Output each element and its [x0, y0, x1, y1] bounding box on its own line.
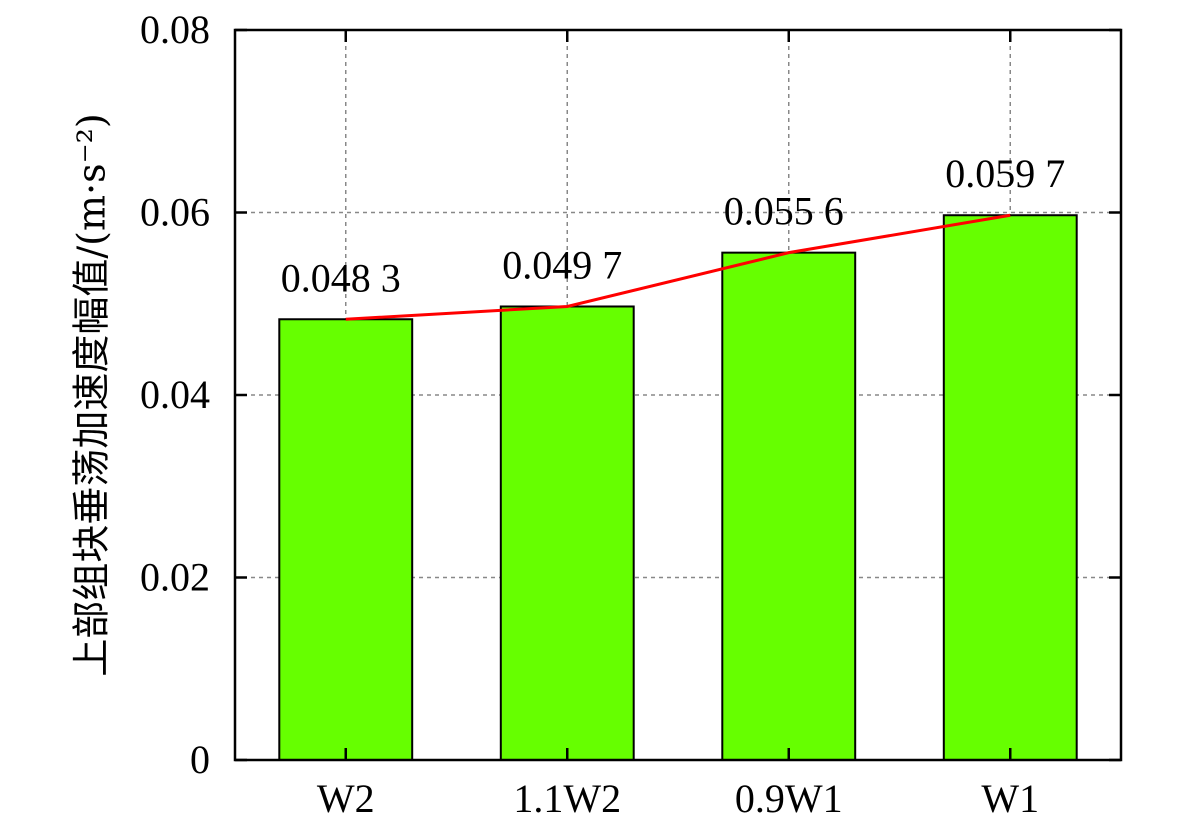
y-tick-label: 0.06: [140, 190, 210, 235]
x-axis-ticks: W2 1.1W2 0.9W1 W1: [317, 30, 1039, 821]
y-tick-label: 0: [190, 737, 210, 782]
y-tick-label: 0.08: [140, 7, 210, 52]
x-tick-label-1.1W2: 1.1W2: [513, 776, 621, 821]
bar-0.9W1: [721, 251, 857, 761]
x-tick-label-W1: W1: [981, 776, 1039, 821]
data-label-0.9W1: 0.055 6: [724, 189, 844, 234]
data-label-W1: 0.059 7: [945, 151, 1065, 196]
x-tick-label-0.9W1: 0.9W1: [735, 776, 843, 821]
y-axis-title: 上部组块垂荡加速度幅值/(m·s⁻²): [70, 113, 114, 676]
y-tick-label: 0.02: [140, 555, 210, 600]
bar-1.1W2: [499, 305, 635, 761]
data-label-W2: 0.048 3: [281, 255, 401, 300]
trend-line-layer: [345, 213, 1011, 321]
y-axis-ticks: 0 0.02 0.04 0.06 0.08: [140, 7, 1121, 782]
bar-W2: [278, 318, 414, 761]
data-labels-layer: 0.048 3 0.049 7 0.055 6 0.059 7: [281, 151, 1066, 300]
x-tick-label-W2: W2: [317, 776, 375, 821]
bar-W1: [942, 214, 1078, 762]
data-label-1.1W2: 0.049 7: [502, 242, 622, 287]
trend-line: [345, 213, 1011, 321]
y-tick-label: 0.04: [140, 372, 210, 417]
